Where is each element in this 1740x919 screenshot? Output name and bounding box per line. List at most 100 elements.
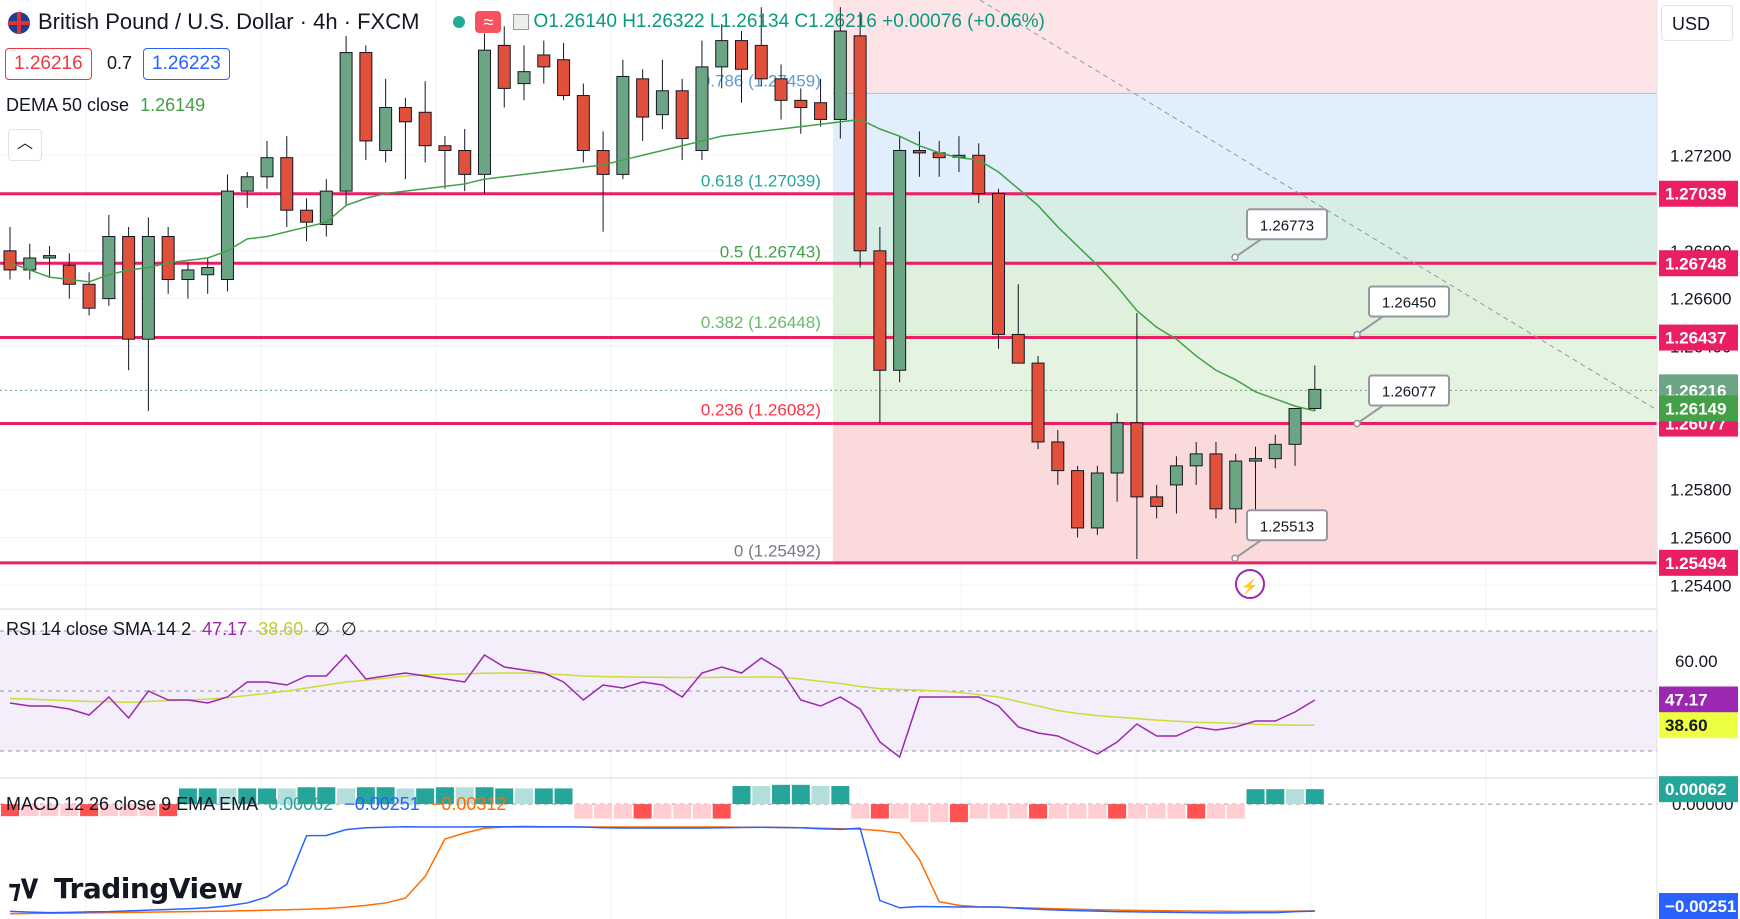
bid-price-button[interactable]: 1.26216 [5, 48, 92, 80]
candle-body [992, 193, 1005, 335]
macd-histogram-bar [772, 784, 791, 805]
gbp-usd-flag-icon [8, 12, 30, 34]
fib-level-label: 0.5 (1.26743) [720, 242, 821, 261]
rsi-legend-value: 47.17 [202, 619, 248, 639]
rsi-sma-value-tag-bg [1659, 712, 1738, 739]
tradingview-logo[interactable]: ⁊𝐕 TradingView [8, 872, 243, 906]
fib-level-label: 0.618 (1.27039) [701, 172, 821, 191]
candle-body [517, 71, 531, 85]
dema-legend-name: DEMA 50 close [6, 95, 130, 115]
macd-histogram-bar [831, 786, 850, 805]
macd-histogram-bar [435, 787, 454, 805]
candle-body [695, 66, 709, 151]
candle-body [181, 269, 195, 281]
currency-selector[interactable]: USD [1661, 5, 1733, 41]
macd-histogram-bar [1127, 804, 1146, 819]
rsi-band [0, 631, 1657, 751]
callout-box [1246, 509, 1328, 542]
macd-signal-legend-value: −0.00312 [430, 794, 507, 814]
dema-legend-value: 1.26149 [140, 95, 206, 115]
macd-histogram-bar [1088, 804, 1107, 819]
macd-histogram-bar [1048, 804, 1067, 819]
macd-histogram-bar [416, 788, 435, 805]
lightning-glyph: ⚡ [1241, 578, 1258, 595]
candle-body [398, 107, 412, 123]
macd-histogram-bar [99, 804, 118, 817]
fib-zone [832, 0, 1657, 94]
candle-body [1268, 443, 1282, 460]
macd-histogram-bar [317, 787, 336, 805]
candle-body [754, 44, 768, 80]
macd-histogram-bar [119, 804, 138, 817]
macd-histogram-bar [594, 804, 613, 819]
low-value: L1.26134 [709, 11, 790, 32]
ohlc-values: O1.26140 H1.26322 L1.26134 C1.26216 +0.0… [533, 11, 1044, 33]
open-value: O1.26140 [533, 11, 617, 32]
indicator-toggle-icon[interactable]: ≈ [475, 11, 502, 33]
rsi-value-tag: 47.17 [1665, 690, 1708, 709]
candle-body [201, 267, 215, 276]
callout-label: 1.26077 [1382, 384, 1436, 401]
spread-value: 0.7 [107, 53, 133, 73]
candle-body [972, 154, 986, 194]
chevron-up-icon: ︿ [16, 135, 33, 152]
candle-body [794, 99, 808, 109]
macd-histogram-bar [1068, 804, 1087, 819]
macd-histogram-bar [218, 788, 237, 805]
candle-body [1090, 472, 1104, 529]
rsi-legend[interactable]: RSI 14 close SMA 14 2 47.17 38.60 ∅ ∅ [6, 619, 357, 640]
fib-level-label: 0.382 (1.26448) [701, 313, 821, 332]
candle-body [82, 283, 96, 309]
macd-legend[interactable]: MACD 12 26 close 9 EMA EMA 0.00062 −0.00… [6, 794, 506, 815]
candle-body [893, 150, 907, 371]
callout-label: 1.26773 [1260, 217, 1314, 234]
macd-histogram-bar [1226, 804, 1245, 819]
macd-histogram-bar [554, 788, 573, 805]
candle-body [1011, 333, 1025, 364]
rsi-extra-1: ∅ [314, 619, 330, 639]
callout-label: 1.26450 [1382, 294, 1436, 311]
fib-zone [832, 264, 1657, 335]
macd-histogram-bar [1206, 804, 1225, 819]
callout-box [1246, 208, 1328, 241]
macd-histogram-bar [139, 804, 158, 817]
rsi-sma-legend-value: 38.60 [258, 619, 304, 639]
callout-pointer [1234, 539, 1262, 560]
callout-anchor [1353, 419, 1361, 428]
fib-zone [832, 422, 1657, 564]
macd-histogram-bar [258, 788, 277, 805]
candle-body [912, 150, 926, 154]
symbol-header: British Pound / U.S. Dollar · 4h · FXCM … [0, 0, 1045, 44]
macd-histogram-bar [475, 787, 494, 805]
ask-price-button[interactable]: 1.26223 [143, 48, 230, 80]
candle-body [359, 52, 373, 142]
macd-histogram-bar [20, 804, 39, 817]
dema-price-tag: 1.26149 [1665, 399, 1726, 418]
candle-body [1051, 441, 1065, 472]
candle-body [853, 35, 867, 252]
rsi-line [9, 653, 1316, 759]
macd-histogram-bar [989, 804, 1008, 819]
price-axis [1657, 0, 1740, 919]
callout-pointer [1356, 315, 1384, 336]
collapse-legend-button[interactable]: ︿ [8, 129, 42, 161]
candle-body [814, 102, 828, 120]
candle-body [300, 209, 314, 223]
macd-signal-line [9, 826, 1315, 915]
macd-histogram-bar [1246, 789, 1265, 805]
dema-legend[interactable]: DEMA 50 close 1.26149 [6, 95, 205, 116]
candle-body [3, 250, 17, 271]
rsi-sma-value-tag: 38.60 [1665, 716, 1708, 735]
candle-body [1110, 422, 1124, 474]
macd-histogram-bar [1167, 804, 1186, 819]
symbol-title[interactable]: British Pound / U.S. Dollar · 4h · FXCM [38, 9, 420, 34]
macd-histogram-bar [60, 804, 79, 817]
callout-anchor [1353, 330, 1361, 339]
macd-line-legend-value: −0.00251 [344, 794, 420, 814]
callout-box [1368, 374, 1450, 407]
macd-histogram-bar [277, 788, 296, 805]
candle-body [497, 44, 511, 89]
macd-histogram-bar [495, 788, 514, 805]
candle-body [240, 176, 254, 192]
